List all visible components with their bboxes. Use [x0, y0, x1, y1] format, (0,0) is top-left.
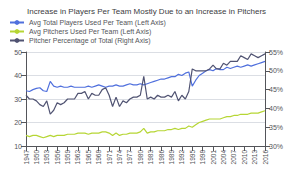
svg-text:45%: 45%: [269, 86, 283, 93]
svg-text:1971: 1971: [106, 150, 113, 165]
svg-text:1980: 1980: [137, 150, 144, 165]
svg-text:1947: 1947: [23, 150, 30, 165]
svg-text:1983: 1983: [147, 150, 154, 165]
svg-text:Avg Total Players Used Per Tea: Avg Total Players Used Per Team (Left Ax…: [29, 19, 166, 27]
svg-text:1974: 1974: [116, 150, 123, 165]
svg-text:55%: 55%: [269, 49, 283, 56]
svg-text:1950: 1950: [33, 150, 40, 165]
svg-text:1965: 1965: [85, 150, 92, 165]
svg-text:30%: 30%: [269, 143, 283, 150]
svg-text:2007: 2007: [230, 150, 237, 165]
svg-text:1977: 1977: [126, 150, 133, 165]
svg-text:50: 50: [14, 49, 22, 56]
svg-text:1998: 1998: [199, 150, 206, 165]
svg-text:30: 30: [14, 96, 22, 103]
svg-text:1953: 1953: [43, 150, 50, 165]
svg-text:2004: 2004: [220, 150, 227, 165]
svg-text:2001: 2001: [210, 150, 217, 165]
svg-text:40%: 40%: [269, 105, 283, 112]
svg-text:1968: 1968: [95, 150, 102, 165]
svg-text:35%: 35%: [269, 124, 283, 131]
svg-text:1989: 1989: [168, 150, 175, 165]
svg-text:40: 40: [14, 72, 22, 79]
svg-text:Avg Pitchers Used Per Team (Le: Avg Pitchers Used Per Team (Left Axis): [29, 28, 151, 36]
svg-text:1956: 1956: [54, 150, 61, 165]
svg-text:20: 20: [14, 119, 22, 126]
svg-text:Pitcher Percentage of Total (R: Pitcher Percentage of Total (Right Axis): [29, 37, 151, 45]
svg-text:1992: 1992: [178, 150, 185, 165]
svg-text:1962: 1962: [74, 150, 81, 165]
svg-text:1986: 1986: [158, 150, 165, 165]
svg-text:10: 10: [14, 143, 22, 150]
svg-text:Increase in Players Per Team M: Increase in Players Per Team Mostly Due …: [27, 7, 266, 16]
svg-text:2010: 2010: [241, 150, 248, 165]
svg-text:1995: 1995: [189, 150, 196, 165]
svg-text:1959: 1959: [64, 150, 71, 165]
svg-text:50%: 50%: [269, 67, 283, 74]
svg-text:2016: 2016: [262, 150, 269, 165]
svg-text:2013: 2013: [251, 150, 258, 165]
